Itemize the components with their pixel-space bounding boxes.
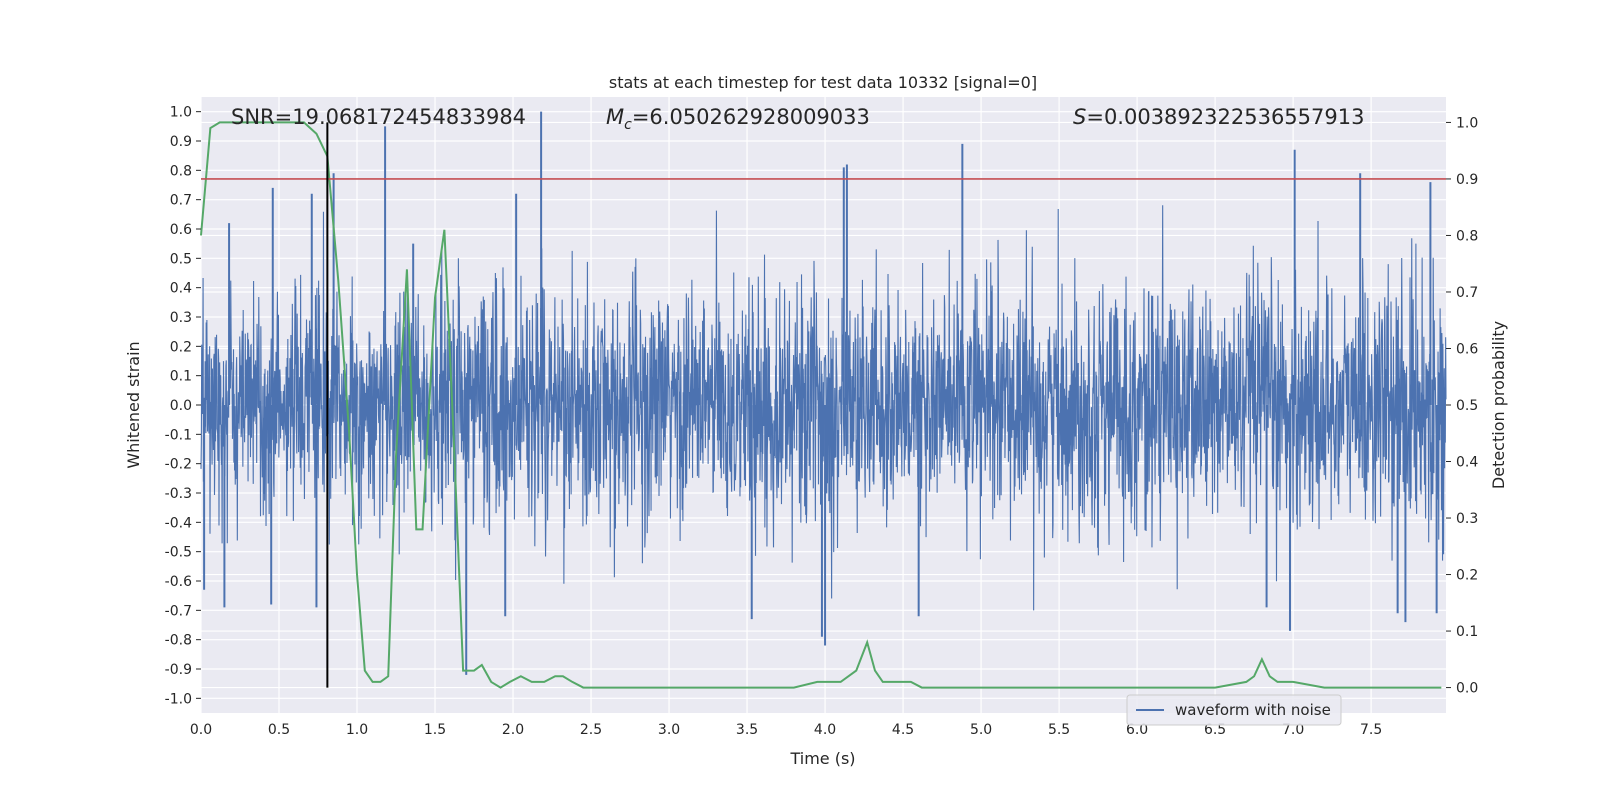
- mc-subscript: c: [624, 117, 632, 133]
- left-y-tick-label: 1.0: [170, 105, 192, 121]
- waveform-noise-trace: [200, 205, 1447, 611]
- x-tick-label: 1.0: [346, 722, 368, 738]
- x-tick-label: 1.5: [424, 722, 446, 738]
- snr-annotation: SNR=19.068172454833984: [231, 105, 526, 129]
- left-y-tick-label: 0.9: [170, 134, 192, 150]
- legend-box: [1126, 694, 1342, 726]
- right-y-tick-labels: 0.0 0.1 0.2 0.3 0.4 0.5 0.6 0.7 0.8 0.9 1.0: [1446, 115, 1478, 697]
- right-y-tick-label: 0.6: [1456, 341, 1478, 357]
- left-y-tick-label: 0.0: [170, 398, 192, 414]
- legend: waveform with noise: [1126, 694, 1342, 726]
- left-y-tick-label: 0.3: [170, 310, 192, 326]
- x-tick-label: 5.0: [970, 722, 992, 738]
- right-y-axis-label: Detection probability: [1489, 321, 1508, 489]
- left-y-tick-labels: -1.0 -0.9 -0.8 -0.7 -0.6 -0.5 -0.4 -0.3 -0.2 -0.1…: [165, 105, 201, 707]
- probability-series: [200, 121, 1442, 689]
- right-y-tick-label: 0.8: [1456, 228, 1478, 244]
- x-tick-label: 6.0: [1126, 722, 1148, 738]
- chart-title: stats at each timestep for test data 103…: [609, 73, 1037, 92]
- mc-symbol: M: [606, 105, 624, 129]
- x-tick-label: 7.5: [1360, 722, 1382, 738]
- left-y-tick-label: 0.4: [170, 281, 192, 297]
- left-y-tick-label: -0.8: [165, 633, 192, 649]
- x-tick-label: 2.0: [502, 722, 524, 738]
- right-y-tick-label: 1.0: [1456, 115, 1478, 131]
- legend-waveform-label: waveform with noise: [1175, 701, 1331, 719]
- right-y-tick-label: 0.2: [1456, 568, 1478, 584]
- left-y-tick-label: -0.1: [165, 427, 192, 443]
- left-y-tick-label: -0.6: [165, 574, 192, 590]
- x-tick-label: 2.5: [580, 722, 602, 738]
- x-tick-label: 3.5: [736, 722, 758, 738]
- s-annotation: S=0.003892322536557913: [1073, 105, 1364, 129]
- right-y-tick-label: 0.0: [1456, 681, 1478, 697]
- s-value: =0.003892322536557913: [1086, 105, 1364, 129]
- left-y-tick-label: 0.1: [170, 369, 192, 385]
- right-y-tick-label: 0.3: [1456, 511, 1478, 527]
- right-y-tick-label: 0.7: [1456, 285, 1478, 301]
- x-tick-label: 4.5: [892, 722, 914, 738]
- x-tick-labels: 0.0 0.5 1.0 1.5 2.0 2.5 3.0 3.5 4.0 4.5 5.0 5.5 6.0 6…: [190, 722, 1382, 738]
- x-tick-label: 3.0: [658, 722, 680, 738]
- left-y-tick-label: -0.9: [165, 662, 192, 678]
- left-y-tick-label: 0.8: [170, 163, 192, 179]
- s-symbol: S: [1073, 105, 1086, 129]
- left-y-tick-label: -0.3: [165, 486, 192, 502]
- left-y-tick-label: 0.6: [170, 222, 192, 238]
- left-y-tick-label: 0.5: [170, 251, 192, 267]
- x-tick-label: 5.5: [1048, 722, 1070, 738]
- left-y-tick-label: 0.7: [170, 193, 192, 209]
- left-y-tick-label: -0.2: [165, 457, 192, 473]
- left-y-tick-label: -0.4: [165, 515, 192, 531]
- right-y-tick-label: 0.4: [1456, 455, 1478, 471]
- right-y-tick-label: 0.5: [1456, 398, 1478, 414]
- left-y-tick-label: 0.2: [170, 339, 192, 355]
- mc-value: =6.050262928009033: [632, 105, 870, 129]
- mc-annotation: Mc=6.050262928009033: [606, 105, 870, 133]
- left-y-tick-label: -1.0: [165, 691, 192, 707]
- right-y-tick-label: 0.9: [1456, 172, 1478, 188]
- x-tick-label: 6.5: [1204, 722, 1226, 738]
- overlays: [201, 122, 1446, 688]
- left-y-tick-label: -0.5: [165, 545, 192, 561]
- x-tick-label: 0.0: [190, 722, 212, 738]
- left-y-tick-label: -0.7: [165, 603, 192, 619]
- probability-line: [200, 121, 1442, 689]
- x-tick-label: 0.5: [268, 722, 290, 738]
- x-tick-label: 4.0: [814, 722, 836, 738]
- x-axis-label: Time (s): [789, 749, 855, 768]
- waveform-series: [200, 111, 1447, 675]
- x-tick-label: 7.0: [1282, 722, 1304, 738]
- left-y-axis-label: Whitened strain: [124, 341, 143, 468]
- right-y-tick-label: 0.1: [1456, 624, 1478, 640]
